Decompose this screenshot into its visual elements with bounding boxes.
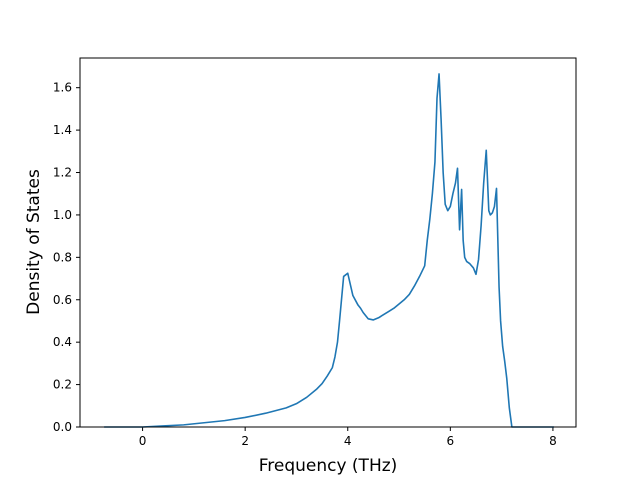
y-tick-label: 0.6 bbox=[53, 293, 72, 307]
x-tick-label: 4 bbox=[344, 434, 352, 448]
y-tick-label: 0.0 bbox=[53, 420, 72, 434]
dos-line bbox=[104, 73, 554, 428]
y-tick-label: 1.4 bbox=[53, 123, 72, 137]
y-tick-label: 1.2 bbox=[53, 166, 72, 180]
x-tick-label: 8 bbox=[549, 434, 557, 448]
y-axis-label: Density of States bbox=[24, 169, 44, 315]
plot-background bbox=[80, 58, 576, 427]
x-tick-label: 6 bbox=[447, 434, 455, 448]
x-axis-label: Frequency (THz) bbox=[259, 456, 398, 476]
y-tick-label: 0.2 bbox=[53, 378, 72, 392]
y-tick-label: 0.4 bbox=[53, 335, 72, 349]
x-tick-label: 0 bbox=[139, 434, 147, 448]
x-tick-label: 2 bbox=[241, 434, 249, 448]
plot-frame bbox=[79, 57, 577, 428]
y-tick-label: 1.6 bbox=[53, 81, 72, 95]
y-tick-label: 0.8 bbox=[53, 250, 72, 264]
y-tick-label: 1.0 bbox=[53, 208, 72, 222]
tick-group: 0 2 4 6 8 0.0 0.2 0.4 0.6 0.8 1.0 1.2 1.4 1.6 bbox=[53, 81, 557, 448]
